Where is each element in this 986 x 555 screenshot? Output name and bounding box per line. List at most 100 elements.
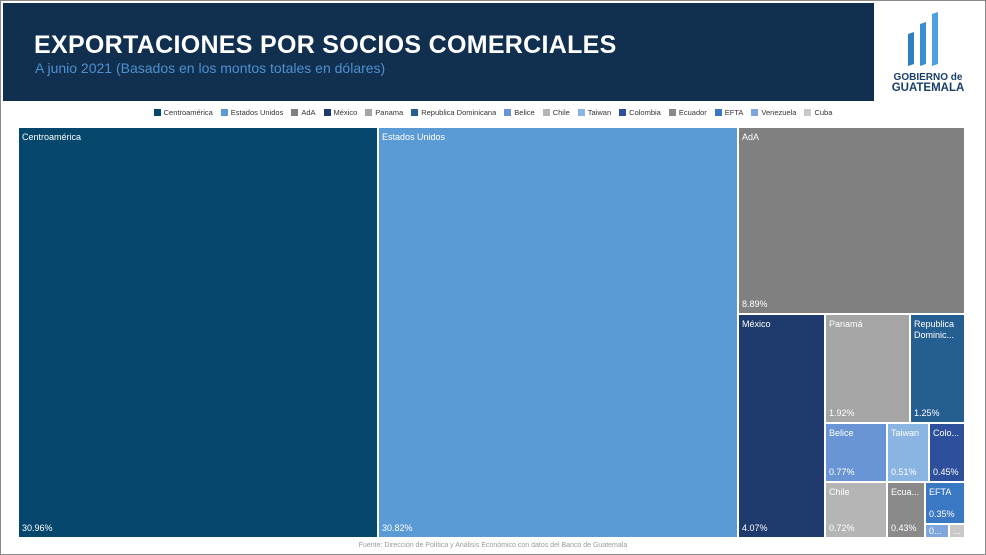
treemap-cell-name: México bbox=[742, 319, 771, 329]
legend-label: Taiwan bbox=[587, 107, 612, 117]
treemap-cell-name: Taiwan bbox=[891, 428, 919, 438]
treemap-cell-name: AdA bbox=[742, 132, 759, 142]
treemap-cell-value: 0.51% bbox=[891, 467, 917, 477]
legend-swatch bbox=[577, 108, 585, 116]
legend-item-republica-dominicana[interactable]: Republica Dominicana bbox=[411, 108, 496, 117]
legend-label: EFTA bbox=[724, 107, 744, 117]
legend-swatch bbox=[542, 108, 550, 116]
treemap-cell-name: Dominic... bbox=[914, 330, 954, 340]
legend-label: Ecuador bbox=[678, 107, 707, 117]
treemap-cell-value: 0.72% bbox=[829, 523, 855, 533]
treemap-cell-name: Ecua... bbox=[891, 487, 919, 497]
treemap-cell-name: Panamá bbox=[829, 319, 863, 329]
legend-item-ecuador[interactable]: Ecuador bbox=[668, 107, 707, 117]
treemap-cell-value: 1.25% bbox=[914, 408, 940, 418]
treemap-rect bbox=[19, 128, 377, 537]
treemap-cell-value: 0.43% bbox=[891, 523, 917, 533]
legend-item-cuba[interactable]: Cuba bbox=[804, 108, 832, 117]
treemap-cell-value: 0.35% bbox=[929, 509, 955, 519]
legend-swatch bbox=[668, 108, 676, 116]
legend-item-taiwan[interactable]: Taiwan bbox=[577, 107, 612, 117]
treemap-cell-name: EFTA bbox=[929, 487, 951, 497]
treemap-rect bbox=[739, 128, 964, 313]
treemap-cell-name: 0... bbox=[929, 526, 942, 536]
legend-label: Centroamérica bbox=[163, 107, 213, 117]
treemap-cell-value: 30.82% bbox=[382, 523, 413, 533]
legend-swatch bbox=[411, 108, 419, 116]
treemap-cell-estados-unidos[interactable]: Estados Unidos 30.82% bbox=[379, 128, 737, 537]
chart-legend: Centroamérica Estados Unidos AdA México Pana… bbox=[0, 106, 986, 118]
legend-item-belice[interactable]: Belice bbox=[504, 107, 535, 117]
legend-item-colombia[interactable]: Colombia bbox=[619, 108, 661, 117]
legend-swatch bbox=[804, 108, 812, 116]
legend-item-venezuela[interactable]: Venezuela bbox=[751, 108, 796, 117]
legend-item-centroamerica[interactable]: Centroamérica bbox=[153, 107, 213, 117]
treemap-cell-name: ... bbox=[953, 526, 961, 536]
treemap-cell-ecuador[interactable]: Ecua... 0.43% bbox=[888, 483, 924, 537]
treemap-rect bbox=[826, 424, 886, 481]
legend-label: México bbox=[333, 107, 358, 117]
treemap-rect bbox=[926, 483, 964, 523]
treemap-cell-mexico[interactable]: México 4.07% bbox=[739, 315, 824, 537]
legend-item-mexico[interactable]: México bbox=[323, 107, 358, 117]
treemap-rect bbox=[379, 128, 737, 537]
page-title: EXPORTACIONES POR SOCIOS COMERCIALES bbox=[34, 31, 617, 59]
legend-item-estados-unidos[interactable]: Estados Unidos bbox=[220, 107, 284, 117]
treemap-cell-taiwan[interactable]: Taiwan 0.51% bbox=[888, 424, 928, 481]
legend-swatch bbox=[714, 108, 722, 116]
treemap-rect bbox=[888, 483, 924, 537]
treemap-cell-colombia[interactable]: Colo... 0.45% bbox=[930, 424, 964, 481]
treemap-cell-belice[interactable]: Belice 0.77% bbox=[826, 424, 886, 481]
legend-label: Chile bbox=[552, 107, 570, 117]
treemap-rect bbox=[888, 424, 928, 481]
legend-swatch bbox=[153, 108, 161, 116]
legend-swatch bbox=[619, 108, 627, 116]
treemap-rect bbox=[950, 525, 964, 537]
legend-item-ada[interactable]: AdA bbox=[291, 107, 316, 117]
legend-label: Republica Dominicana bbox=[421, 107, 497, 117]
legend-item-efta[interactable]: EFTA bbox=[714, 107, 744, 117]
treemap-cell-name: Colo... bbox=[933, 428, 959, 438]
legend-label: Belice bbox=[514, 107, 535, 117]
source-note: Fuente: Dirección de Política y Análisis… bbox=[358, 542, 628, 549]
treemap-rect bbox=[911, 315, 964, 422]
gobierno-guatemala-logo: GOBIERNO de GUATEMALA bbox=[892, 12, 965, 94]
legend-item-chile[interactable]: Chile bbox=[542, 107, 570, 117]
treemap-cell-chile[interactable]: Chile 0.72% bbox=[826, 483, 886, 537]
legend-label: Colombia bbox=[629, 107, 661, 117]
treemap-cell-panama[interactable]: Panamá 1.92% bbox=[826, 315, 909, 422]
treemap-cell-name: Chile bbox=[829, 487, 850, 497]
treemap-rect bbox=[739, 315, 824, 537]
treemap-cell-centroamerica[interactable]: Centroamérica 30.96% bbox=[19, 128, 377, 537]
treemap-cell-value: 0.77% bbox=[829, 467, 855, 477]
legend-swatch bbox=[323, 108, 331, 116]
legend-swatch bbox=[504, 108, 512, 116]
logo-line2: GUATEMALA bbox=[892, 82, 965, 94]
treemap-rect bbox=[826, 315, 909, 422]
treemap-cell-ada[interactable]: AdA 8.89% bbox=[739, 128, 964, 313]
legend-swatch bbox=[291, 108, 299, 116]
treemap-cell-cuba[interactable]: ... bbox=[950, 525, 964, 537]
treemap-cell-name: Republica bbox=[914, 319, 954, 329]
treemap-cell-value: 4.07% bbox=[742, 523, 768, 533]
legend-label: Panama bbox=[375, 107, 404, 117]
treemap-cell-venezuela[interactable]: 0... bbox=[926, 525, 948, 537]
treemap-cell-value: 1.92% bbox=[829, 408, 855, 418]
legend-swatch bbox=[365, 108, 373, 116]
legend-item-panama[interactable]: Panama bbox=[365, 108, 403, 117]
legend-label: Venezuela bbox=[761, 107, 797, 117]
treemap-rect bbox=[930, 424, 964, 481]
header-banner: EXPORTACIONES POR SOCIOS COMERCIALES A j… bbox=[3, 3, 874, 101]
treemap-cell-value: 30.96% bbox=[22, 523, 53, 533]
treemap-cell-efta[interactable]: EFTA 0.35% bbox=[926, 483, 964, 523]
treemap-rect bbox=[826, 483, 886, 537]
logo-line1: GOBIERNO de bbox=[894, 72, 963, 83]
legend-label: AdA bbox=[301, 107, 316, 117]
page-subtitle: A junio 2021 (Basados en los montos tota… bbox=[35, 60, 386, 76]
treemap-rect bbox=[926, 525, 948, 537]
legend-label: Estados Unidos bbox=[230, 107, 284, 117]
legend-swatch bbox=[751, 108, 759, 116]
treemap-cell-name: Centroamérica bbox=[22, 132, 81, 142]
